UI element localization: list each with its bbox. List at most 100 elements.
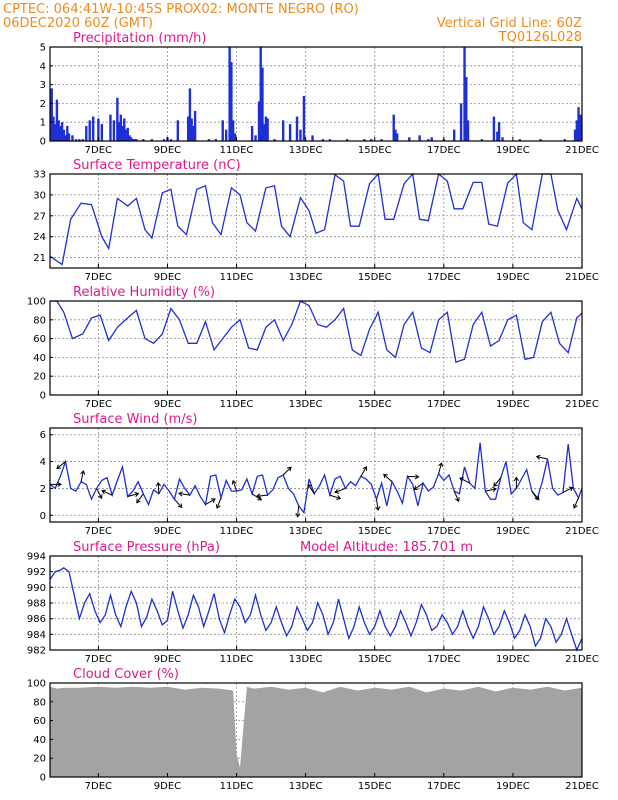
precipitation-panel: Precipitation (mm/h) 0 1 2 3 4 5 7DEC 9DEC 11DEC… <box>40 31 599 156</box>
precip-bar <box>257 101 261 141</box>
precip-bar <box>579 114 582 141</box>
header-run-date: 06DEC2020 60Z (GMT) <box>3 16 153 31</box>
precip-bar <box>518 139 522 141</box>
wind-title: Surface Wind (m/s) <box>73 412 197 427</box>
y-tick-label: 24 <box>33 232 46 243</box>
wind-arrow-head <box>257 495 263 501</box>
precip-bar <box>97 118 100 141</box>
precip-bar <box>78 139 81 141</box>
wind-arrow <box>383 473 393 483</box>
y-tick-label: 990 <box>27 583 46 594</box>
wind-arrow <box>360 466 367 477</box>
series-line <box>49 172 583 266</box>
wind-arrow-head <box>534 495 540 501</box>
precip-bar <box>88 120 91 141</box>
cloud-cover-panel: Cloud Cover (%) 0 20 40 60 80 100 7DEC 9DEC 11DE… <box>27 667 599 792</box>
y-tick-label: 20 <box>33 754 46 765</box>
wind-arrow-head <box>535 454 541 460</box>
humidity-title: Relative Humidity (%) <box>73 285 215 300</box>
wind-arrow-head <box>573 503 578 509</box>
wind-arrow <box>375 499 379 511</box>
wind-arrow-head <box>334 488 340 494</box>
x-tick-label: 19DEC <box>496 272 530 283</box>
x-tick-label: 15DEC <box>358 272 392 283</box>
precip-bar <box>302 95 306 141</box>
precip-bar <box>131 139 135 141</box>
precip-bar <box>74 139 78 141</box>
precip-bar <box>162 139 166 141</box>
x-tick-label: 9DEC <box>154 526 181 537</box>
wind-arrow-head <box>210 498 216 503</box>
precip-bar <box>224 129 228 141</box>
y-tick-label: 27 <box>33 211 46 222</box>
series-line <box>49 442 583 515</box>
wind-arrow <box>282 466 292 476</box>
wind-arrow-head <box>383 473 388 479</box>
wind-arrow <box>96 488 103 499</box>
precip-bar <box>230 62 233 141</box>
y-tick-label: 984 <box>27 630 46 641</box>
wind-arrow-head <box>455 497 460 503</box>
wind-arrow <box>127 493 139 497</box>
precip-bar <box>193 110 197 141</box>
x-tick-label: 21DEC <box>565 145 599 156</box>
precip-bar <box>55 99 59 141</box>
precip-bar <box>233 133 237 141</box>
axis-ticks: 21 24 27 30 33 7DEC 9DEC 11DEC 13DEC 15DEC 17DEC 19… <box>33 170 599 284</box>
x-tick-label: 15DEC <box>358 399 392 410</box>
precip-bar <box>370 139 373 141</box>
precip-bar <box>116 97 119 141</box>
y-tick-label: 6 <box>40 430 46 441</box>
precip-bar <box>273 139 276 141</box>
grid <box>50 300 583 396</box>
pressure-panel: Surface Pressure (hPa) Model Altitude: 1… <box>27 540 599 665</box>
precip-bar <box>254 135 257 141</box>
x-tick-label: 17DEC <box>427 145 461 156</box>
precip-bar <box>62 129 66 141</box>
series-group <box>49 567 583 652</box>
wind-arrow <box>136 493 144 503</box>
axis-ticks: 0 2 4 6 7DEC 9DEC 11DEC 13DEC 15DEC 17DEC 19DEC 21D… <box>40 430 599 537</box>
x-tick-label: 17DEC <box>427 781 461 792</box>
temperature-panel: Surface Temperature (nC) 21 24 27 30 33 7DEC 9… <box>33 158 599 283</box>
precip-bar <box>261 67 264 141</box>
plot-frame <box>49 682 583 778</box>
precip-bar <box>408 137 411 141</box>
x-tick-label: 21DEC <box>565 781 599 792</box>
series-group <box>50 300 583 363</box>
precip-bar <box>119 114 123 141</box>
wind-arrow <box>56 461 66 469</box>
x-tick-label: 7DEC <box>85 526 112 537</box>
wind-arrow <box>573 497 580 509</box>
y-tick-label: 0 <box>40 773 46 784</box>
x-tick-label: 17DEC <box>427 399 461 410</box>
wind-arrow <box>329 494 341 500</box>
precip-bar <box>299 129 302 141</box>
wind-arrow <box>485 488 497 492</box>
plot-frame <box>49 427 583 523</box>
header-model: TQ0126L028 <box>498 30 582 45</box>
x-tick-label: 15DEC <box>358 654 392 665</box>
precip-bar <box>392 114 395 141</box>
y-tick-label: 21 <box>33 253 46 264</box>
precip-bar <box>288 124 292 141</box>
x-tick-label: 15DEC <box>358 781 392 792</box>
precip-bar <box>60 122 64 141</box>
x-tick-label: 19DEC <box>496 781 530 792</box>
wind-arrow-head <box>568 486 574 492</box>
precip-bar <box>186 116 190 141</box>
precip-bar <box>192 125 195 141</box>
precip-bar <box>231 120 235 141</box>
wind-arrow-head <box>178 491 183 497</box>
wind-arrow <box>216 497 222 509</box>
x-tick-label: 19DEC <box>496 526 530 537</box>
axis-ticks: 0 20 40 60 80 100 7DEC 9DEC 11DEC 13DEC 15DEC 17DEC… <box>27 297 599 411</box>
precip-bar <box>466 120 470 141</box>
series-group <box>50 686 582 777</box>
wind-arrow-head <box>136 498 141 504</box>
y-tick-label: 80 <box>33 697 46 708</box>
precip-bar <box>100 124 104 141</box>
y-tick-label: 2 <box>40 99 46 110</box>
wind-arrow-head <box>413 485 419 491</box>
wind-arrow <box>173 498 183 508</box>
